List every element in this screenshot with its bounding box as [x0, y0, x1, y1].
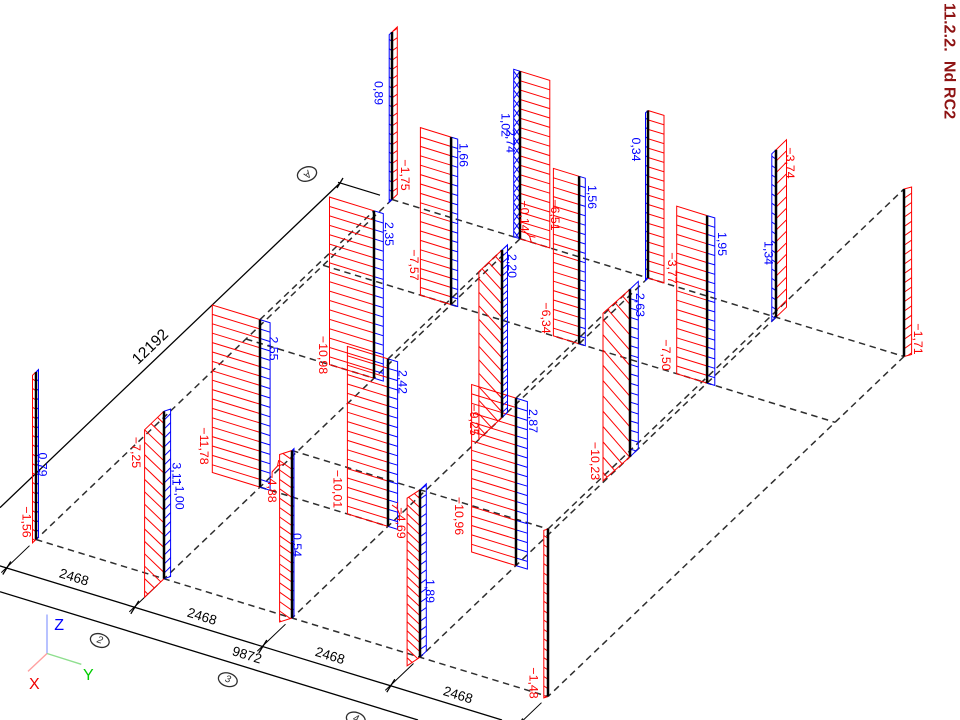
- svg-text:−10,96: −10,96: [452, 497, 466, 535]
- svg-text:−1,48: −1,48: [527, 667, 541, 698]
- svg-text:−1,00: −1,00: [173, 478, 187, 509]
- svg-text:−3,74: −3,74: [783, 147, 797, 178]
- svg-text:2,63: 2,63: [633, 293, 647, 317]
- svg-text:−10,01: −10,01: [331, 470, 345, 508]
- svg-text:1,95: 1,95: [715, 232, 729, 256]
- svg-text:4: 4: [352, 713, 361, 720]
- svg-text:Z: Z: [54, 617, 64, 634]
- svg-text:1,66: 1,66: [457, 143, 471, 167]
- svg-text:2,87: 2,87: [526, 409, 540, 433]
- svg-text:3: 3: [224, 674, 233, 686]
- svg-text:−1,71: −1,71: [911, 323, 925, 354]
- svg-text:X: X: [29, 676, 40, 693]
- svg-text:2,74: 2,74: [504, 129, 518, 153]
- svg-text:2: 2: [95, 634, 105, 647]
- svg-text:Y: Y: [83, 667, 94, 684]
- svg-text:−11,78: −11,78: [197, 427, 211, 464]
- svg-text:3,11: 3,11: [170, 462, 184, 485]
- svg-text:2,42: 2,42: [395, 370, 409, 394]
- svg-text:1,34: 1,34: [762, 241, 776, 265]
- svg-text:11.2.2. Nd RC2: 11.2.2. Nd RC2: [941, 3, 958, 119]
- svg-text:1,89: 1,89: [423, 579, 437, 603]
- svg-text:−1,56: −1,56: [20, 506, 34, 537]
- svg-text:0,89: 0,89: [372, 81, 386, 105]
- svg-text:0,34: 0,34: [629, 137, 643, 161]
- svg-text:−9,25: −9,25: [467, 404, 481, 435]
- svg-text:−6,51: −6,51: [548, 199, 562, 230]
- svg-text:−7,25: −7,25: [129, 437, 143, 468]
- svg-text:2,20: 2,20: [505, 254, 519, 278]
- svg-text:−7,50: −7,50: [659, 339, 673, 370]
- svg-text:−1,75: −1,75: [398, 159, 412, 190]
- svg-text:2,35: 2,35: [382, 222, 396, 246]
- svg-text:1,56: 1,56: [585, 185, 599, 209]
- svg-text:−10,23: −10,23: [588, 442, 602, 480]
- svg-text:0,54: 0,54: [290, 533, 304, 557]
- svg-text:−4,88: −4,88: [265, 471, 279, 502]
- svg-text:1,02: 1,02: [499, 113, 513, 137]
- svg-text:−0,14: −0,14: [518, 200, 532, 231]
- svg-text:−6,34: −6,34: [539, 302, 553, 333]
- svg-text:0,79: 0,79: [36, 452, 50, 476]
- svg-text:−10,98: −10,98: [316, 336, 330, 374]
- svg-text:−7,57: −7,57: [407, 249, 421, 280]
- svg-text:−3,77: −3,77: [665, 252, 679, 283]
- svg-text:2,55: 2,55: [266, 336, 280, 360]
- svg-text:−4,69: −4,69: [394, 507, 408, 538]
